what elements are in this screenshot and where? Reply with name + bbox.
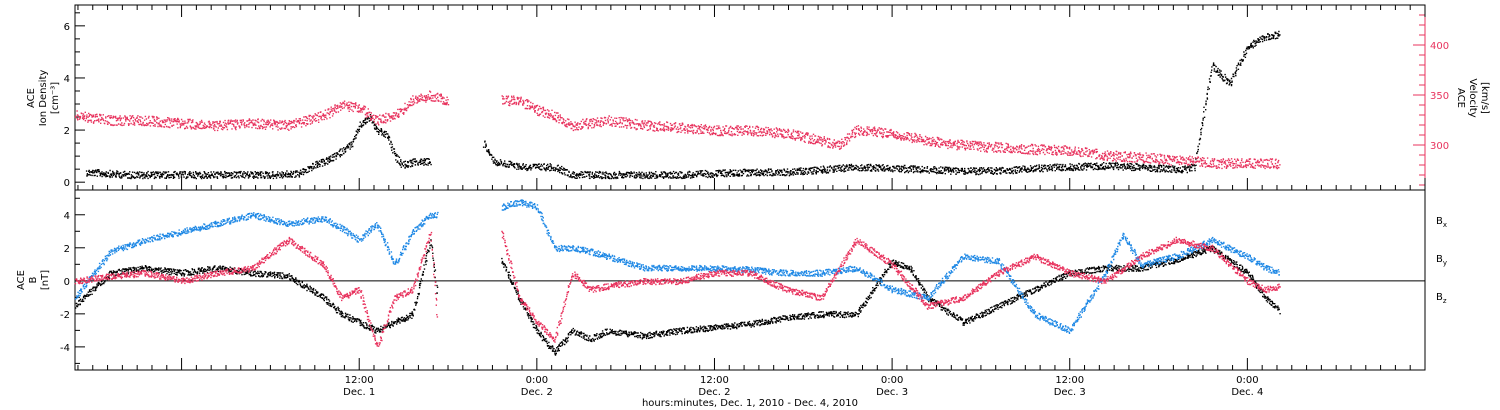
legend-bz: Bz	[1436, 292, 1447, 305]
bottom-ytick-label-2: 0	[64, 277, 70, 288]
top-ylabel-line3: [cm⁻³]	[50, 82, 61, 114]
bottom-ytick-label-4: 4	[64, 211, 70, 222]
top-y2tick-label-1: 350	[1430, 91, 1449, 102]
x-tick-label-date-0: Dec. 1	[343, 387, 375, 398]
x-tick-label-date-2: Dec. 2	[698, 387, 730, 398]
bottom-ylabel-line3: [nT]	[40, 270, 51, 290]
x-tick-label-time-2: 12:00	[700, 375, 729, 386]
bottom-ylabel-line1: ACE	[16, 270, 27, 290]
top-ytick-label-2: 4	[64, 74, 70, 85]
x-tick-label-time-1: 0:00	[526, 375, 548, 386]
legend-by-label: B	[1436, 254, 1443, 265]
top-y2tick-label-0: 300	[1430, 141, 1449, 152]
x-tick-label-time-3: 0:00	[881, 375, 903, 386]
legend-bz-label: B	[1436, 292, 1443, 303]
legend-bx-sub: x	[1443, 221, 1447, 229]
top-ytick-label-3: 6	[64, 22, 70, 33]
density-series	[85, 30, 1281, 180]
density-series-points	[85, 30, 1281, 180]
bottom-ytick-label-3: 2	[64, 244, 70, 255]
x-tick-label-date-3: Dec. 3	[876, 387, 908, 398]
legend-by: By	[1436, 254, 1447, 267]
top-y2label-line1: ACE	[1455, 88, 1466, 108]
top-y2tick-label-2: 400	[1430, 41, 1449, 52]
bottom-ytick-label-1: -2	[60, 310, 70, 321]
x-tick-label-date-5: Dec. 4	[1231, 387, 1263, 398]
top-y2label-line3: [km/s]	[1479, 82, 1490, 114]
top-ylabel-line1: ACE	[26, 88, 37, 108]
legend-bx-label: B	[1436, 216, 1443, 227]
legend-bx: Bx	[1436, 216, 1447, 229]
top-y2label-line2: Velocity	[1467, 78, 1478, 117]
x-tick-label-time-0: 12:00	[345, 375, 374, 386]
legend: Bx By Bz	[1436, 216, 1447, 305]
top-ylabel-line2: Ion Density	[38, 70, 49, 127]
legend-bz-sub: z	[1443, 297, 1447, 305]
bx-series-points	[74, 239, 1281, 356]
x-tick-label-date-1: Dec. 2	[521, 387, 553, 398]
x-tick-label-date-4: Dec. 3	[1054, 387, 1086, 398]
bx-series	[74, 239, 1281, 356]
x-tick-label-time-5: 0:00	[1236, 375, 1258, 386]
bottom-ylabel-line2: B	[28, 276, 39, 283]
bottom-panel-frame	[74, 189, 1426, 371]
x-axis-title: hours:minutes, Dec. 1, 2010 - Dec. 4, 20…	[642, 398, 858, 409]
legend-by-sub: y	[1443, 259, 1447, 267]
x-tick-label-time-4: 12:00	[1055, 375, 1084, 386]
velocity-series-points	[74, 90, 1281, 170]
bottom-ytick-label-0: -4	[60, 343, 70, 354]
marks-layer	[74, 30, 1281, 356]
top-ytick-label-1: 2	[64, 126, 70, 137]
top-ytick-label-0: 0	[64, 178, 70, 189]
velocity-series	[74, 90, 1281, 170]
